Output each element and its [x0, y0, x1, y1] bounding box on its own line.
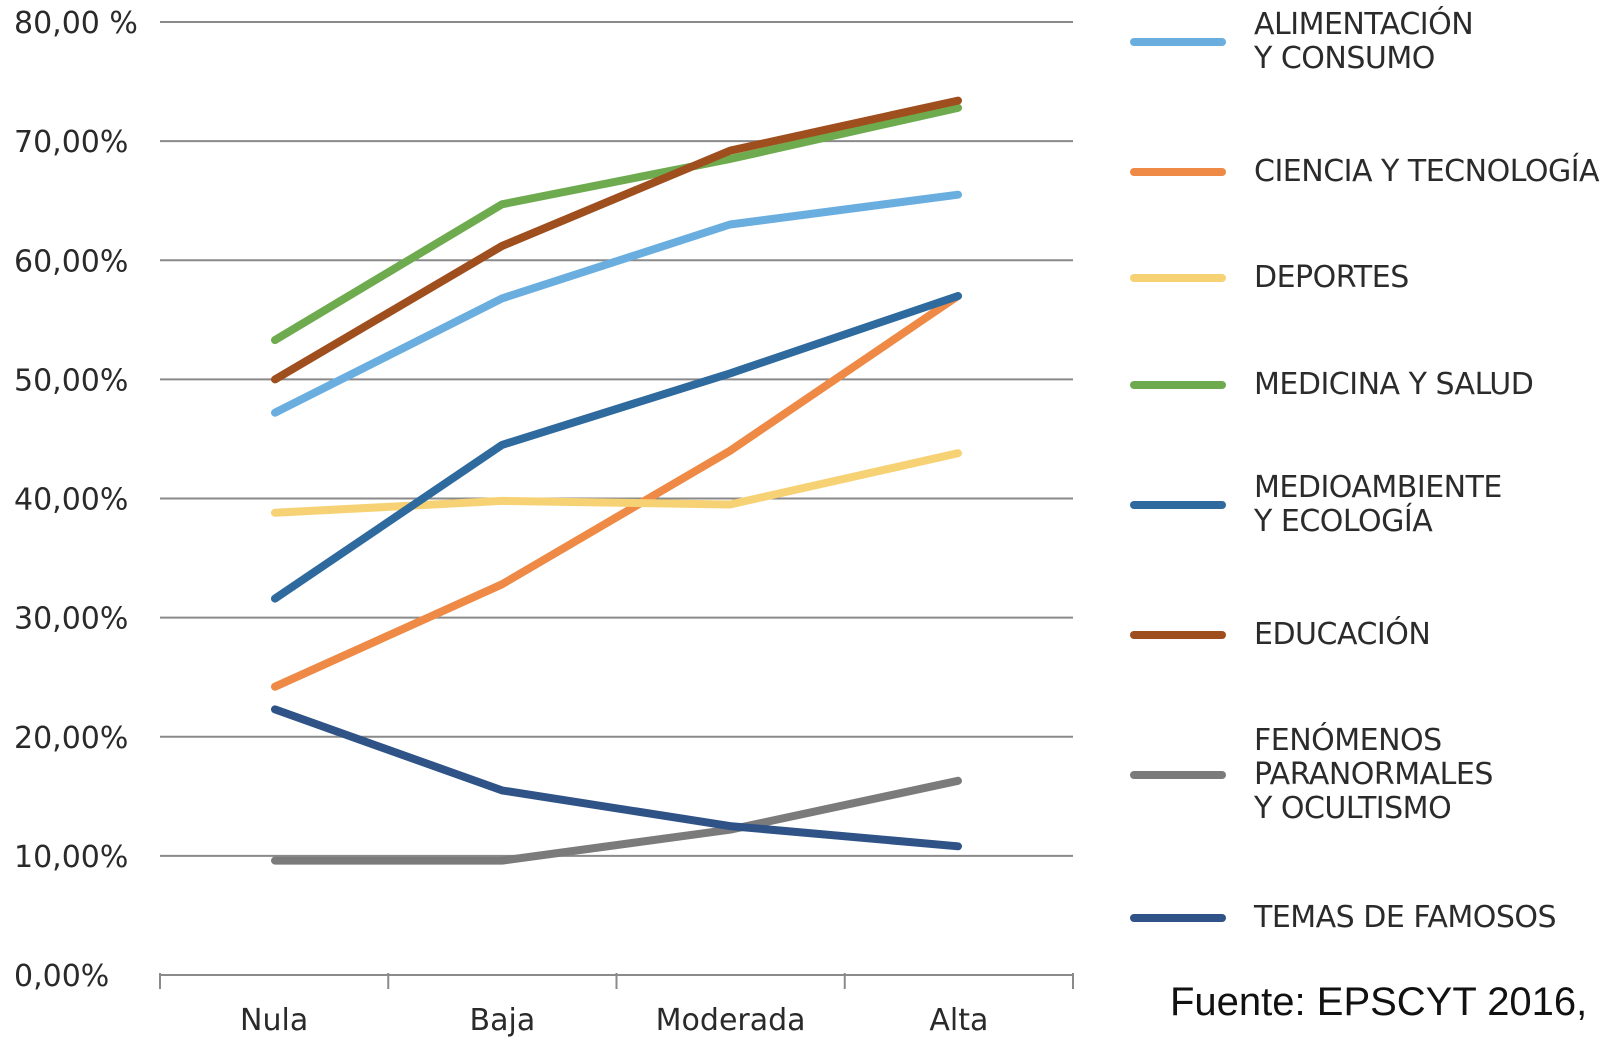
legend-item: FENÓMENOS PARANORMALES Y OCULTISMO	[1130, 724, 1624, 826]
legend-label: DEPORTES	[1254, 260, 1409, 295]
gridlines	[160, 21, 1073, 857]
series-line-deportes	[271, 449, 962, 517]
x-tick-label: Baja	[470, 1003, 536, 1038]
legend-label: MEDIOAMBIENTE Y ECOLOGÍA	[1254, 470, 1502, 539]
series-line-medicina-y-salud	[271, 103, 962, 345]
series-line-ciencia-y-tecnologia	[271, 292, 962, 691]
legend-item: TEMAS DE FAMOSOS	[1130, 901, 1624, 935]
legend-item: MEDICINA Y SALUD	[1130, 368, 1624, 402]
series-lines	[271, 96, 962, 865]
legend-swatch	[1130, 501, 1226, 509]
legend-label: MEDICINA Y SALUD	[1254, 367, 1534, 402]
legend-label: ALIMENTACIÓN Y CONSUMO	[1254, 7, 1474, 76]
legend-swatch	[1130, 914, 1226, 922]
y-tick-label: 0,00%	[14, 959, 109, 994]
line-chart: 0,00% 10,00% 20,00% 30,00% 40,00% 50,00% 60,00…	[14, 6, 1074, 1038]
legend-swatch	[1130, 38, 1226, 46]
legend-label: FENÓMENOS PARANORMALES Y OCULTISMO	[1254, 723, 1493, 826]
legend-label: TEMAS DE FAMOSOS	[1254, 900, 1557, 935]
series-line-temas-de-famosos	[271, 705, 962, 851]
legend-swatch	[1130, 274, 1226, 282]
y-tick-label: 20,00%	[14, 721, 128, 756]
x-axis	[159, 973, 1074, 989]
series-line-fenomenos-paranormales-y-ocultismo	[271, 776, 962, 865]
legend: ALIMENTACIÓN Y CONSUMO CIENCIA Y TECNOLOG…	[1130, 0, 1624, 960]
y-tick-label: 80,00 %	[14, 6, 138, 41]
y-tick-label: 70,00%	[14, 125, 128, 160]
x-axis-ticks: Nula Baja Moderada Alta	[240, 1003, 988, 1038]
legend-swatch	[1130, 771, 1226, 779]
legend-label: CIENCIA Y TECNOLOGÍA	[1254, 154, 1600, 189]
legend-swatch	[1130, 381, 1226, 389]
legend-item: ALIMENTACIÓN Y CONSUMO	[1130, 8, 1624, 76]
legend-label: EDUCACIÓN	[1254, 617, 1431, 652]
source-note: Fuente: EPSCYT 2016,	[1170, 980, 1588, 1024]
x-tick-label: Moderada	[656, 1003, 806, 1038]
y-tick-label: 10,00%	[14, 840, 128, 875]
legend-item: MEDIOAMBIENTE Y ECOLOGÍA	[1130, 471, 1624, 539]
series-line-educacion	[271, 96, 962, 384]
legend-item: CIENCIA Y TECNOLOGÍA	[1130, 155, 1624, 189]
y-tick-label: 60,00%	[14, 244, 128, 279]
y-tick-label: 40,00%	[14, 483, 128, 518]
series-line-alimentacion-y-consumo	[271, 190, 962, 417]
legend-item: DEPORTES	[1130, 261, 1624, 295]
y-axis-ticks: 0,00% 10,00% 20,00% 30,00% 40,00% 50,00% 60,00…	[14, 6, 138, 994]
y-tick-label: 50,00%	[14, 363, 128, 398]
series-line-medioambiente-y-ecologia	[271, 292, 962, 603]
y-tick-label: 30,00%	[14, 602, 128, 637]
x-tick-label: Alta	[929, 1003, 988, 1038]
x-tick-label: Nula	[240, 1003, 308, 1038]
legend-swatch	[1130, 631, 1226, 639]
legend-item: EDUCACIÓN	[1130, 618, 1624, 652]
legend-swatch	[1130, 168, 1226, 176]
